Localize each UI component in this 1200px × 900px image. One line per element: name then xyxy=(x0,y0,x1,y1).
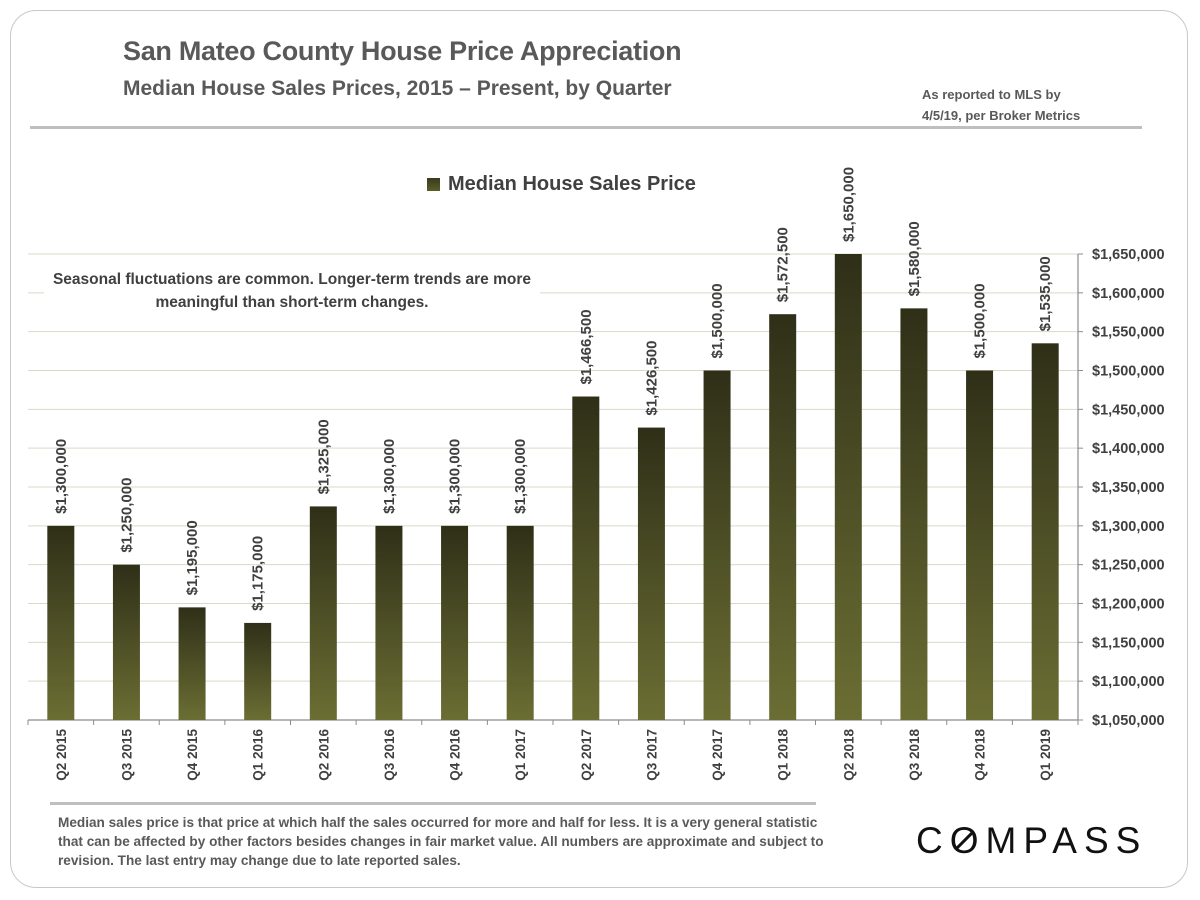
source-note: As reported to MLS by 4/5/19, per Broker… xyxy=(922,84,1122,126)
data-label: $1,426,500 xyxy=(643,341,660,416)
x-tick-label: Q2 2016 xyxy=(316,729,331,781)
y-tick-labels: $1,050,000 $1,100,000 $1,150,000 $1,200,000… xyxy=(1092,247,1165,729)
x-tick-labels: Q2 2015 Q3 2015 Q4 2015 Q1 2016 Q2 2016 Q3 20… xyxy=(54,729,1053,781)
y-tick-label: $1,150,000 xyxy=(1092,635,1165,651)
x-tick-label: Q2 2017 xyxy=(579,729,594,781)
bar xyxy=(637,427,665,720)
bar xyxy=(375,525,403,720)
chart-subtitle: Median House Sales Prices, 2015 – Presen… xyxy=(123,77,672,100)
footnote: Median sales price is that price at whic… xyxy=(58,815,824,868)
x-tick-label: Q2 2015 xyxy=(54,729,69,781)
y-tick-label: $1,050,000 xyxy=(1092,713,1165,729)
y-tick-label: $1,250,000 xyxy=(1092,558,1165,574)
bar xyxy=(1031,343,1059,720)
x-tick-label: Q1 2016 xyxy=(251,729,266,781)
data-labels: $1,300,000 $1,250,000 $1,195,000 $1,175,000… xyxy=(53,167,1054,611)
compass-logo: COMPASS xyxy=(916,820,1148,861)
bar xyxy=(834,254,862,720)
seasonal-note: Seasonal fluctuations are common. Longer… xyxy=(44,266,540,316)
bar xyxy=(47,525,75,720)
data-label: $1,300,000 xyxy=(447,439,464,514)
bars xyxy=(47,254,1059,720)
footer-divider xyxy=(50,802,816,805)
y-tick-label: $1,350,000 xyxy=(1092,480,1165,496)
chart-title: San Mateo County House Price Appreciatio… xyxy=(123,36,682,66)
data-label: $1,535,000 xyxy=(1037,256,1054,331)
y-tick-label: $1,200,000 xyxy=(1092,597,1165,613)
bar xyxy=(572,396,600,720)
bar xyxy=(309,506,337,720)
bar xyxy=(769,314,797,720)
y-tick-label: $1,500,000 xyxy=(1092,364,1165,380)
y-tick-label: $1,650,000 xyxy=(1092,247,1165,263)
bar xyxy=(506,525,534,720)
y-tick-label: $1,450,000 xyxy=(1092,402,1165,418)
data-label: $1,500,000 xyxy=(972,283,989,358)
x-tick-label: Q4 2016 xyxy=(448,729,463,781)
x-tick-label: Q1 2017 xyxy=(513,729,528,781)
data-label: $1,300,000 xyxy=(53,439,70,514)
y-tick-label: $1,300,000 xyxy=(1092,519,1165,535)
data-label: $1,300,000 xyxy=(381,439,398,514)
x-tick-label: Q1 2018 xyxy=(776,729,791,781)
bar xyxy=(178,607,206,720)
legend-swatch xyxy=(427,178,440,191)
x-tick-label: Q1 2019 xyxy=(1038,729,1053,781)
y-tick-label: $1,100,000 xyxy=(1092,674,1165,690)
x-tick-label: Q2 2018 xyxy=(841,729,856,781)
legend: Median House Sales Price xyxy=(427,173,696,196)
bar xyxy=(900,308,928,720)
data-label: $1,175,000 xyxy=(250,536,267,611)
source-line-2: 4/5/19, per Broker Metrics xyxy=(922,108,1081,123)
data-label: $1,195,000 xyxy=(184,520,201,595)
bar xyxy=(441,525,469,720)
y-tick-label: $1,600,000 xyxy=(1092,286,1165,302)
x-tick-label: Q3 2016 xyxy=(382,729,397,781)
header-divider xyxy=(30,126,1142,129)
data-label: $1,466,500 xyxy=(578,309,595,384)
bar xyxy=(244,622,272,720)
data-label: $1,650,000 xyxy=(840,167,857,242)
bar xyxy=(112,564,140,720)
x-tick-label: Q4 2017 xyxy=(710,729,725,781)
data-label: $1,325,000 xyxy=(315,419,332,494)
source-line-1: As reported to MLS by xyxy=(922,87,1061,102)
bar xyxy=(703,370,731,720)
y-tick-label: $1,400,000 xyxy=(1092,441,1165,457)
x-tick-label: Q3 2017 xyxy=(644,729,659,781)
data-label: $1,580,000 xyxy=(906,221,923,296)
y-tick-label: $1,550,000 xyxy=(1092,325,1165,341)
bar xyxy=(966,370,994,720)
x-tick-label: Q4 2015 xyxy=(185,729,200,781)
x-tick-label: Q3 2018 xyxy=(907,729,922,781)
data-label: $1,250,000 xyxy=(118,478,135,553)
x-tick-label: Q3 2015 xyxy=(119,729,134,781)
data-label: $1,500,000 xyxy=(709,283,726,358)
data-label: $1,300,000 xyxy=(512,439,529,514)
data-label: $1,572,500 xyxy=(775,227,792,302)
legend-label: Median House Sales Price xyxy=(448,173,696,195)
x-tick-label: Q4 2018 xyxy=(973,729,988,781)
